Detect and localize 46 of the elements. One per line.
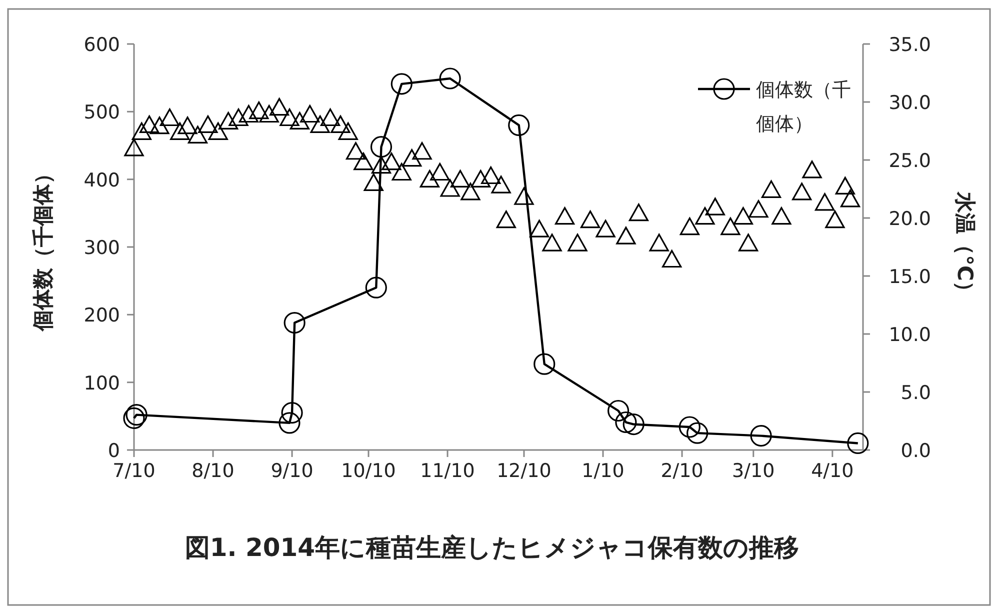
- x-tick-label: 10/10: [341, 460, 396, 482]
- point: [365, 276, 387, 298]
- y2-tick-label: 10.0: [888, 324, 931, 346]
- legend-label: 個体数（千個体）: [756, 79, 851, 135]
- point: [278, 412, 300, 434]
- y2-tick-label: 35.0: [888, 34, 931, 56]
- y-axis-title: 個体数（千個体）: [31, 163, 55, 332]
- x-tick-label: 7/10: [112, 460, 156, 482]
- point: [847, 432, 869, 454]
- y2-tick-label: 25.0: [888, 150, 931, 172]
- text: 図1. 2014年に種苗生産したヒメジャコ保有数の推移: [184, 533, 800, 562]
- y2-tick-label: 20.0: [888, 208, 931, 230]
- y2-tick-label: 5.0: [900, 382, 931, 404]
- y-tick-label: 300: [84, 237, 120, 259]
- y-tick-label: 600: [84, 34, 120, 56]
- y2-tick-label: 15.0: [888, 266, 931, 288]
- x-tick-label: 3/10: [732, 460, 775, 482]
- point: [439, 68, 461, 90]
- x-tick-label: 1/10: [582, 460, 624, 482]
- y-tick-label: 500: [84, 102, 120, 124]
- x-tick-label: 2/10: [660, 460, 704, 482]
- x-tick-label: 11/10: [420, 460, 475, 482]
- point: [370, 136, 392, 158]
- point: [678, 416, 700, 438]
- point: [508, 114, 530, 136]
- y2-tick-label: 0.0: [900, 440, 931, 462]
- point: [390, 73, 412, 95]
- point: [750, 424, 772, 447]
- x-tick-label: 4/10: [811, 460, 854, 482]
- y-tick-label: 0: [108, 440, 120, 462]
- y-tick-label: 100: [84, 372, 120, 394]
- y-tick-label: 400: [84, 169, 120, 192]
- point: [622, 413, 644, 436]
- point: [281, 402, 303, 424]
- point: [615, 411, 637, 434]
- point: [686, 422, 708, 444]
- y2-axis-title: 水温（°C）: [953, 191, 977, 302]
- x-tick-label: 8/10: [192, 460, 234, 482]
- point: [284, 312, 306, 334]
- y2-tick-label: 30.0: [888, 92, 931, 114]
- point: [534, 353, 556, 375]
- x-tick-label: 12/10: [496, 460, 552, 482]
- y-tick-label: 200: [84, 304, 120, 327]
- x-tick-label: 9/10: [270, 460, 314, 482]
- legend: 個体数（千個体）: [698, 78, 851, 135]
- point: [608, 400, 630, 422]
